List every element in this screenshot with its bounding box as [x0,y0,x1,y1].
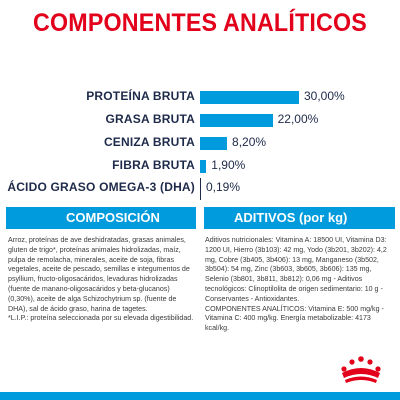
additives-text: Aditivos nutricionales: Vitamina A: 1850… [205,236,393,334]
analytic-divider [200,178,201,200]
analytic-value: 0,19% [206,180,241,194]
analytic-label: PROTEÍNA BRUTA [86,89,195,103]
analytic-row: FIBRA BRUTA 1,90% [0,156,400,178]
analytic-label: FIBRA BRUTA [112,158,195,172]
analytic-label: ÁCIDO GRASO OMEGA-3 (DHA) [7,180,195,194]
composition-text: Arroz, proteínas de ave deshidratadas, g… [8,236,196,324]
composition-ingredients: Arroz, proteínas de ave deshidratadas, g… [8,236,190,313]
analytic-row: CENIZA BRUTA 8,20% [0,133,400,155]
analytic-value: 22,00% [277,112,319,126]
analytic-row: ÁCIDO GRASO OMEGA-3 (DHA) 0,19% [0,178,400,200]
composition-header: COMPOSICIÓN [6,207,196,229]
analytic-bar [200,160,207,173]
analytic-value: 1,90% [211,158,246,172]
additives-analytics: COMPONENTES ANALÍTICOS: Vitamina E: 500 … [205,304,384,333]
analytic-value: 8,20% [232,135,267,149]
royal-canin-crown-icon [341,356,381,383]
analytic-label: CENIZA BRUTA [103,135,195,149]
analytic-value: 30,00% [304,89,345,103]
analytic-bar [200,91,299,104]
analytic-row: GRASA BRUTA 22,00% [0,110,400,132]
composition-footnote: *L.I.P.: proteína seleccionada por su el… [8,314,194,323]
additives-header: ADITIVOS (por kg) [204,207,395,229]
analytic-bar [200,137,228,150]
analytics-table: PROTEÍNA BRUTA 30,00% GRASA BRUTA 22,00% CEN… [0,87,400,200]
bottom-bar [0,392,400,400]
analytic-bar [200,114,273,127]
analytic-label: GRASA BRUTA [105,112,195,126]
analytic-row: PROTEÍNA BRUTA 30,00% [0,87,400,109]
additives-list: Aditivos nutricionales: Vitamina A: 1850… [205,236,387,303]
page-title: COMPONENTES ANALÍTICOS [33,9,367,37]
